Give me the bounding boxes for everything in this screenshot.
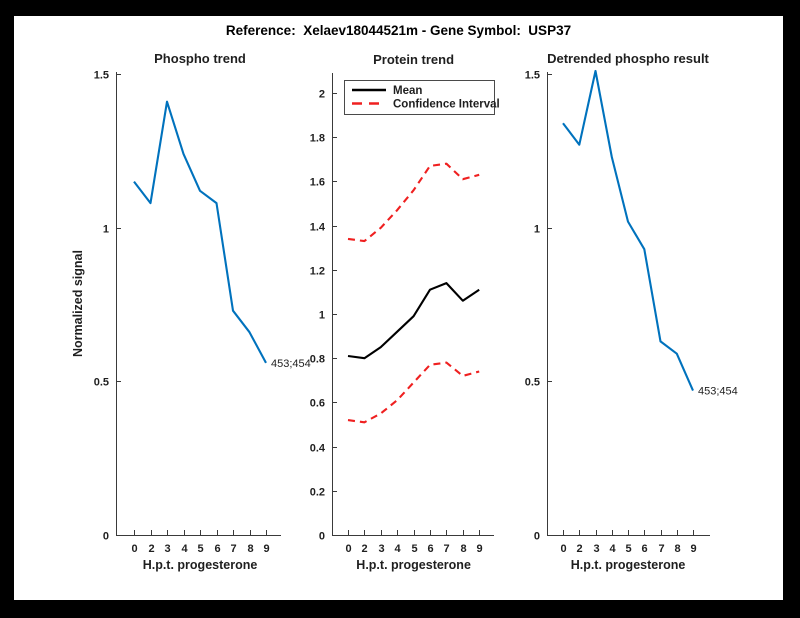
legend-box — [344, 80, 495, 115]
x-tick-label: 5 — [411, 543, 417, 555]
subplot-1-axes — [116, 72, 281, 536]
y-tick-label: 0.6 — [310, 398, 325, 410]
line-end-label: 453;454 — [271, 358, 311, 370]
x-tick-label: 4 — [609, 543, 616, 555]
x-tick-label: 8 — [674, 543, 680, 555]
y-axis-label: Normalized signal — [71, 250, 85, 357]
y-tick-label: 1.2 — [310, 266, 325, 278]
series-confidence-upper-line — [347, 162, 480, 243]
x-tick-label: 3 — [593, 543, 599, 555]
y-tick-label: 0.4 — [310, 443, 326, 455]
x-tick-label: 9 — [690, 543, 696, 555]
y-tick-label: 1 — [103, 224, 109, 236]
y-tick-label: 2 — [319, 89, 325, 101]
x-tick-label: 6 — [427, 543, 433, 555]
x-tick-label: 9 — [263, 543, 269, 555]
x-tick-label: 7 — [443, 543, 449, 555]
x-tick-label: 4 — [394, 543, 401, 555]
figure-title: Reference: Xelaev18044521m - Gene Symbol… — [225, 23, 572, 38]
y-tick-label: 1.8 — [310, 133, 325, 145]
x-tick-label: 6 — [641, 543, 647, 555]
x-axis-label: H.p.t. progesterone — [571, 558, 686, 572]
y-tick-label: 1.5 — [525, 70, 540, 82]
x-tick-label: 3 — [164, 543, 170, 555]
series-mean-line — [347, 282, 480, 360]
x-tick-label: 5 — [197, 543, 203, 555]
x-tick-label: 6 — [214, 543, 220, 555]
x-axis-label: H.p.t. progesterone — [143, 558, 258, 572]
series-confidence-lower-line — [347, 361, 480, 424]
x-axis-label: H.p.t. progesterone — [356, 558, 471, 572]
y-tick-label: 0.8 — [310, 354, 325, 366]
y-tick-label: 0 — [319, 531, 325, 543]
x-tick-label: 9 — [476, 543, 482, 555]
legend-label: Mean — [393, 85, 422, 97]
y-tick-label: 1 — [319, 310, 325, 322]
x-tick-label: 2 — [576, 543, 582, 555]
y-tick-label: 1.4 — [310, 222, 326, 234]
series-detrended-phospho-line — [562, 69, 694, 392]
subplot-title: Phospho trend — [154, 51, 246, 66]
x-tick-label: 2 — [361, 543, 367, 555]
y-tick-label: 0.5 — [525, 377, 540, 389]
subplot-2: 00.20.40.60.811.21.41.61.820 2 3 4 5 6 7 8 9Prot… — [310, 52, 500, 572]
y-tick-label: 1.6 — [310, 177, 325, 189]
legend: Mean Confidence Interval — [344, 80, 500, 115]
figure-canvas: Reference: Xelaev18044521m - Gene Symbol… — [14, 16, 783, 600]
x-tick-label: 0 — [560, 543, 566, 555]
subplot-title: Detrended phospho result — [547, 51, 709, 66]
y-tick-label: 0.2 — [310, 487, 325, 499]
y-tick-label: 0 — [534, 531, 540, 543]
y-tick-label: 1 — [534, 224, 540, 236]
legend-label: Confidence Interval — [393, 99, 500, 111]
x-tick-label: 7 — [658, 543, 664, 555]
x-tick-label: 0 — [131, 543, 137, 555]
y-tick-label: 0.5 — [94, 377, 109, 389]
subplot-2-axes — [332, 73, 494, 536]
x-tick-label: 8 — [460, 543, 466, 555]
x-tick-label: 5 — [625, 543, 631, 555]
subplot-3-axes — [547, 72, 710, 536]
x-tick-label: 4 — [181, 543, 188, 555]
y-tick-label: 1.5 — [94, 70, 109, 82]
y-tick-label: 0 — [103, 531, 109, 543]
x-tick-label: 8 — [247, 543, 253, 555]
series-phospho-signal-line — [133, 100, 267, 364]
x-tick-label: 7 — [230, 543, 236, 555]
x-tick-label: 3 — [378, 543, 384, 555]
line-end-label: 453;454 — [698, 386, 738, 398]
x-tick-label: 0 — [345, 543, 351, 555]
x-tick-label: 2 — [148, 543, 154, 555]
subplot-title: Protein trend — [373, 52, 454, 67]
